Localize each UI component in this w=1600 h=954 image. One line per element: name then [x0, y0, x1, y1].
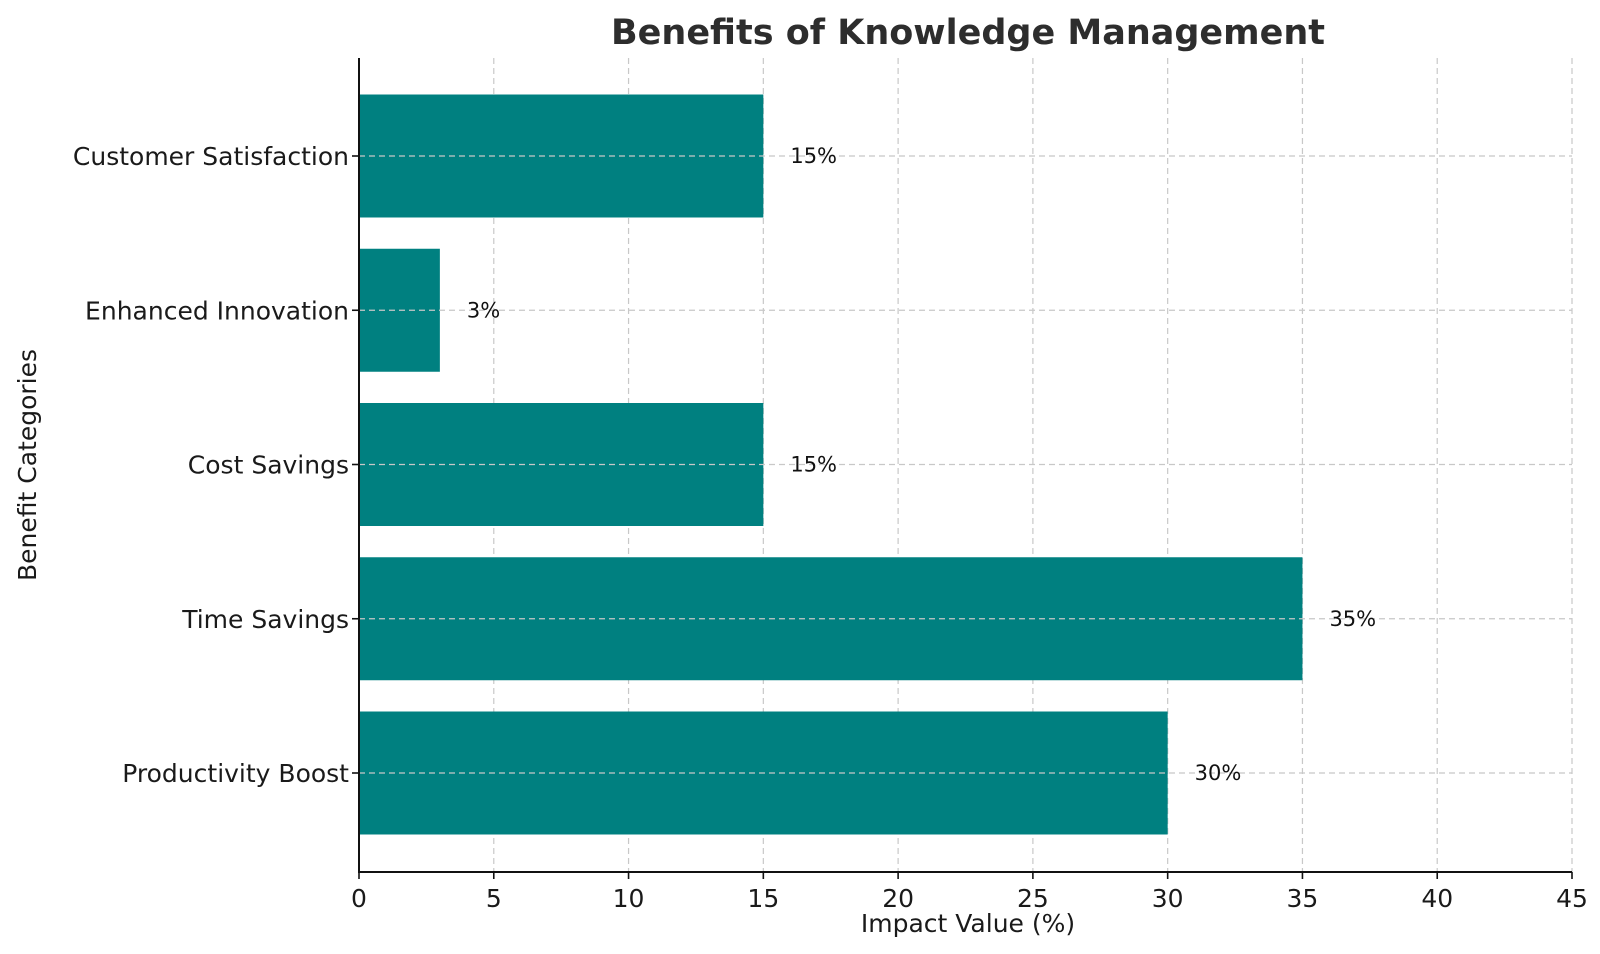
axes	[352, 58, 1573, 879]
y-tick-label: Cost Savings	[188, 451, 349, 480]
x-tick-label: 35	[1287, 884, 1319, 913]
data-label: 15%	[790, 144, 837, 168]
x-tick-labels: 0 5 10 15 20 25 30 35 40 45	[351, 884, 1588, 913]
x-tick-label: 0	[351, 884, 367, 913]
y-axis-label: Benefit Categories	[13, 349, 42, 581]
x-tick-label: 15	[747, 884, 779, 913]
y-tick-label: Customer Satisfaction	[73, 142, 349, 171]
data-labels: 30% 35% 15% 3% 15%	[467, 144, 1376, 785]
chart-title: Benefits of Knowledge Management	[611, 13, 1325, 53]
x-tick-label: 20	[882, 884, 914, 913]
x-tick-label: 30	[1152, 884, 1184, 913]
x-tick-label: 25	[1017, 884, 1049, 913]
x-tick-label: 45	[1556, 884, 1588, 913]
y-tick-labels: Productivity Boost Time Savings Cost Savin…	[73, 142, 349, 788]
x-axis-label: Impact Value (%)	[861, 909, 1075, 938]
x-tick-label: 5	[486, 884, 502, 913]
data-label: 35%	[1329, 607, 1376, 631]
y-tick-label: Enhanced Innovation	[85, 296, 349, 325]
x-tick-label: 40	[1421, 884, 1453, 913]
data-label: 3%	[467, 298, 500, 322]
x-tick-label: 10	[613, 884, 645, 913]
y-tick-label: Time Savings	[181, 605, 349, 634]
y-tick-label: Productivity Boost	[122, 759, 349, 788]
data-label: 15%	[790, 453, 837, 477]
data-label: 30%	[1195, 761, 1242, 785]
